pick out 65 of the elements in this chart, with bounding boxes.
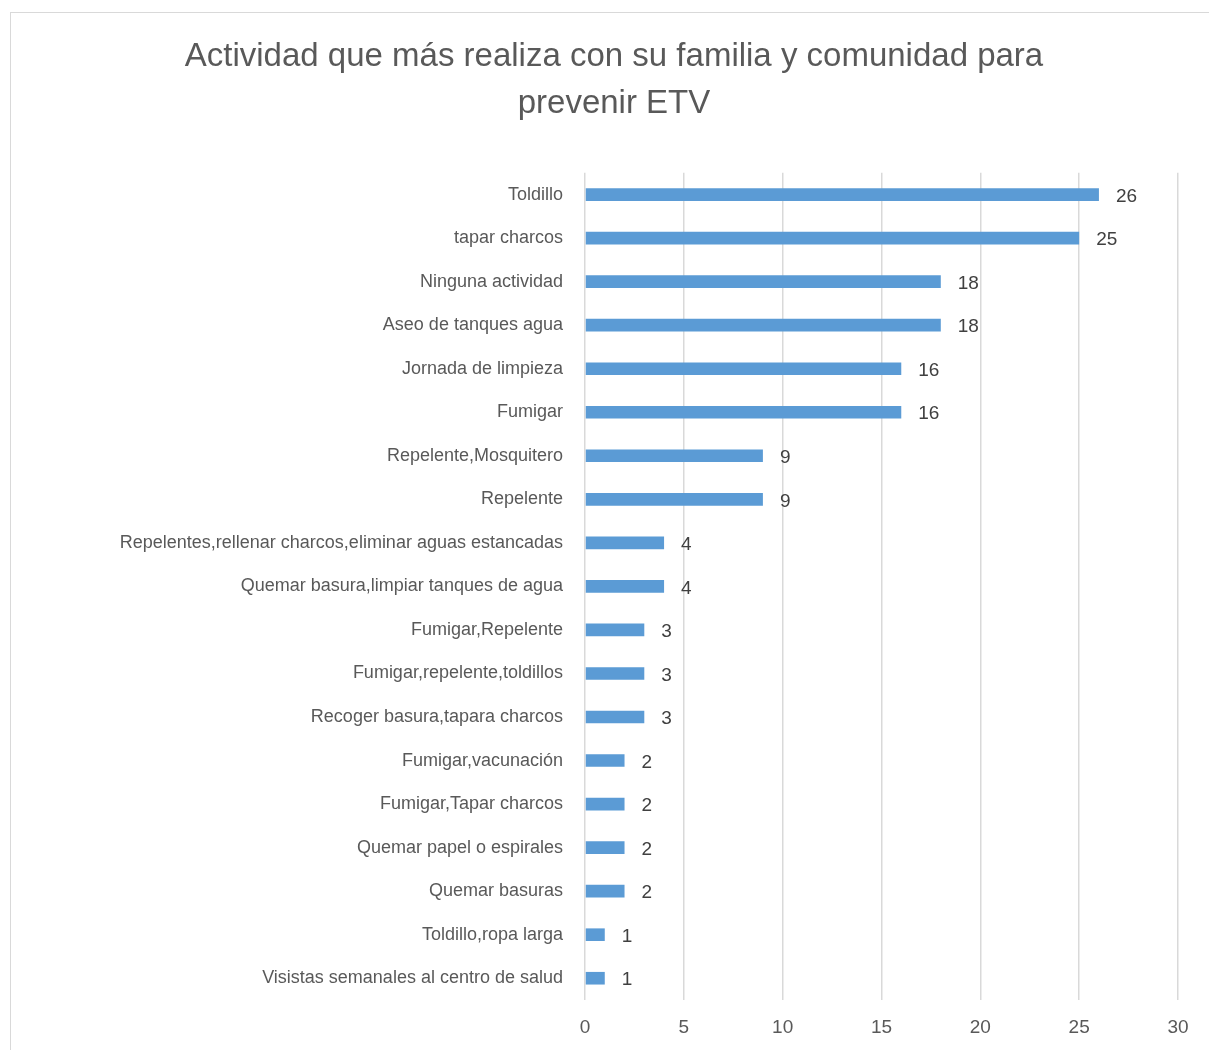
x-tick-label: 30 bbox=[1167, 1015, 1189, 1037]
data-label: 16 bbox=[918, 402, 940, 424]
y-tick-label: Visistas semanales al centro de salud bbox=[262, 967, 563, 988]
bar bbox=[585, 710, 645, 724]
data-label: 2 bbox=[641, 881, 653, 903]
data-label: 2 bbox=[641, 837, 653, 859]
bar bbox=[585, 797, 625, 811]
bar bbox=[585, 971, 605, 985]
bar bbox=[585, 667, 645, 680]
bar bbox=[585, 275, 941, 288]
data-label: 1 bbox=[621, 968, 633, 990]
data-label: 9 bbox=[779, 446, 791, 468]
bar bbox=[585, 841, 625, 854]
data-label: 18 bbox=[957, 315, 979, 337]
bar bbox=[585, 318, 941, 332]
y-tick-label: Fumigar bbox=[496, 401, 563, 422]
bar bbox=[585, 754, 625, 767]
y-tick-label: Repelente bbox=[480, 488, 563, 509]
x-tick-label: 0 bbox=[579, 1015, 591, 1037]
data-label: 3 bbox=[661, 620, 672, 642]
x-tick-label: 15 bbox=[870, 1015, 893, 1037]
bar bbox=[585, 493, 763, 506]
y-tick-label: Fumigar,repelente,toldillos bbox=[352, 662, 563, 683]
bar bbox=[585, 449, 763, 463]
y-tick-label: Recoger basura,tapara charcos bbox=[310, 705, 563, 726]
data-label: 2 bbox=[641, 794, 653, 816]
bar bbox=[585, 536, 665, 550]
x-tick-label: 5 bbox=[678, 1015, 690, 1037]
data-label: 18 bbox=[957, 271, 979, 293]
x-tick-label: 10 bbox=[772, 1015, 794, 1037]
data-label: 2 bbox=[641, 750, 653, 772]
data-label: 4 bbox=[681, 533, 693, 555]
y-tick-label: Toldillo bbox=[507, 183, 563, 204]
bar bbox=[585, 884, 625, 898]
y-tick-label: Fumigar,Tapar charcos bbox=[379, 793, 563, 814]
y-tick-label: Fumigar,vacunación bbox=[401, 749, 563, 770]
data-label: 4 bbox=[681, 576, 693, 598]
y-tick-label: Quemar basuras bbox=[428, 880, 563, 901]
data-label: 9 bbox=[779, 489, 791, 511]
x-tick-label: 20 bbox=[969, 1015, 991, 1037]
y-tick-label: Jornada de limpieza bbox=[401, 357, 564, 378]
y-tick-label: tapar charcos bbox=[453, 227, 563, 248]
bar bbox=[585, 580, 665, 593]
y-tick-label: Toldillo,ropa larga bbox=[421, 923, 564, 944]
y-tick-label: Quemar basura,limpiar tanques de agua bbox=[240, 575, 564, 596]
bar bbox=[585, 188, 1099, 201]
y-tick-label: Quemar papel o espirales bbox=[356, 836, 563, 857]
y-tick-label: Fumigar,Repelente bbox=[410, 618, 563, 639]
chart-title: Actividad que más realiza con su familia y comunidad para prevenir ETV bbox=[183, 35, 1045, 122]
bar bbox=[585, 928, 605, 942]
y-tick-label: Repelentes,rellenar charcos,eliminar aguas estancadas bbox=[119, 531, 563, 552]
x-tick-label: 25 bbox=[1068, 1015, 1090, 1037]
data-label: 25 bbox=[1096, 228, 1118, 250]
bar bbox=[585, 405, 902, 419]
y-tick-label: Repelente,Mosquitero bbox=[386, 444, 563, 465]
y-tick-label: Ninguna actividad bbox=[419, 270, 563, 291]
y-tick-label: Aseo de tanques agua bbox=[382, 314, 564, 335]
data-label: 3 bbox=[661, 707, 672, 729]
data-label: 16 bbox=[918, 358, 940, 380]
bar bbox=[585, 623, 645, 637]
bar bbox=[585, 362, 902, 376]
data-label: 1 bbox=[621, 924, 633, 946]
bar bbox=[585, 231, 1080, 245]
data-label: 3 bbox=[661, 663, 672, 685]
data-label: 26 bbox=[1115, 184, 1138, 206]
